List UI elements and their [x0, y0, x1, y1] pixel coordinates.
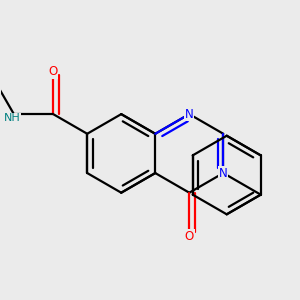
- Text: O: O: [185, 230, 194, 243]
- Text: N: N: [185, 108, 194, 121]
- Text: N: N: [219, 167, 228, 180]
- Text: NH: NH: [4, 113, 21, 123]
- Text: O: O: [49, 65, 58, 78]
